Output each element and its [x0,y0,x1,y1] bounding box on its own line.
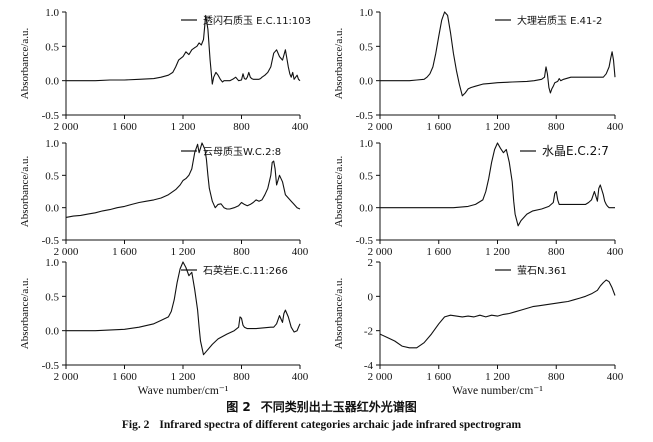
panel-top-right-x-tick-label: 400 [607,121,624,133]
panel-bottom-left-y-tick-label: -0.5 [42,360,60,372]
panel-middle-left-x-tick-label: 400 [292,246,309,258]
panel-bottom-left-legend-label: 石英岩E.C.11:266 [203,264,288,277]
panel-top-left-y-axis-label: Absorbance/a.u. [19,28,31,100]
panel-middle-right-x-tick-label: 2 000 [368,246,393,258]
panel-bottom-right-y-tick-label: 2 [368,257,374,269]
panel-bottom-right-x-tick-label: 400 [607,371,624,383]
panel-top-right-y-tick-label: -0.5 [356,110,374,122]
spectra-figure: 2 000 1 600 1 200 800 400 -0.5 0.0 0.5 1.0 Absorb… [19,7,624,396]
panel-middle-right-legend-label: 水晶E.C.2:7 [542,144,609,158]
panel-bottom-right-x-tick-label: 2 000 [368,371,393,383]
panel-top-left-legend-label: 透闪石质玉 E.C.11:103 [203,14,311,27]
panel-bottom-right-y-tick-label: -4 [364,360,374,372]
panel-top-left-y-tick-label: 1.0 [45,7,59,19]
panel-top-right-x-tick-label: 800 [548,121,565,133]
caption-zh-text: 不同类别出土玉器红外光谱图 [260,400,417,414]
panel-top-right-x-tick-label: 2 000 [368,121,393,133]
panel-bottom-left-y-tick-label: 1.0 [45,257,59,269]
panel-bottom-right-y-axis-label: Absorbance/a.u. [333,278,345,350]
panel-bottom-left-x-tick-label: 800 [233,371,250,383]
panel-bottom-left-x-tick-label: 1 600 [112,371,137,383]
caption-en-label: Fig. 2 [121,419,150,431]
panel-middle-left-spectrum-line [65,142,301,218]
panel-top-right-y-axis-label: Absorbance/a.u. [333,28,345,100]
panel-bottom-right-x-axis-label: Wave number/cm⁻¹ [452,385,543,396]
panel-middle-right-x-tick-label: 400 [607,246,624,258]
panel-top-right-y-tick-label: 0.0 [359,76,373,88]
panel-bottom-left-y-tick-label: 0.5 [45,291,59,303]
caption-zh-label: 图 2 [226,400,251,414]
panel-top-left-x-tick-label: 2 000 [54,121,79,133]
panel-middle-left-y-axis-label: Absorbance/a.u. [19,156,31,228]
panel-middle-right-y-tick-label: -0.5 [356,235,374,247]
caption-chinese: 图 2 不同类别出土玉器红外光谱图 [0,398,653,415]
caption-english: Fig. 2 Infrared spectra of different cate… [0,419,653,431]
panel-top-left-x-tick-label: 1 200 [171,121,196,133]
panel-bottom-right-x-tick-label: 800 [548,371,565,383]
panel-middle-left-y-tick-label: 0.0 [45,203,59,215]
panel-bottom-left-x-tick-label: 400 [292,371,309,383]
panel-top-left-x-tick-label: 800 [233,121,250,133]
panel-middle-left-y-tick-label: -0.5 [42,235,60,247]
panel-top-left-y-tick-label: -0.5 [42,110,60,122]
spectra-chart-svg: 2 000 1 600 1 200 800 400 -0.5 0.0 0.5 1.0 Absorb… [19,7,624,396]
caption-en-text: Infrared spectra of different categories… [159,419,522,431]
panel-middle-left-y-tick-label: 0.5 [45,170,59,182]
panel-top-right-y-tick-label: 1.0 [359,7,373,19]
panel-top-left-y-tick-label: 0.5 [45,41,59,53]
panel-bottom-left-spectrum-line [66,261,301,356]
panel-top-right-spectrum-line [380,11,616,97]
panel-top-right-y-tick-label: 0.5 [359,41,373,53]
panel-middle-right-y-tick-label: 0.5 [359,170,373,182]
panel-middle-right-x-tick-label: 1 200 [485,246,510,258]
panel-bottom-right-spectrum-line [379,279,616,349]
panel-middle-right-y-tick-label: 1.0 [359,138,373,150]
panel-middle-right-x-tick-label: 800 [548,246,565,258]
panel-bottom-left-x-tick-label: 2 000 [54,371,79,383]
panel-bottom-right-y-tick-label: -2 [364,326,373,338]
panel-bottom-left-y-tick-label: 0.0 [45,326,59,338]
panel-bottom-right-legend-label: 萤石N.361 [517,265,567,277]
panel-bottom-right-x-tick-label: 1 200 [485,371,510,383]
panel-bottom-right-y-tick-label: 0 [368,291,374,303]
panel-top-left-y-tick-label: 0.0 [45,76,59,88]
panel-top-right-x-tick-label: 1 600 [426,121,451,133]
panel-top-right-legend-label: 大理岩质玉 E.41-2 [517,14,602,27]
panel-middle-right-y-axis-label: Absorbance/a.u. [333,156,345,228]
panel-middle-right-y-tick-label: 0.0 [359,203,373,215]
panel-top-right-x-tick-label: 1 200 [485,121,510,133]
panel-middle-right-x-tick-label: 1 600 [426,246,451,258]
panel-middle-left-y-tick-label: 1.0 [45,138,59,150]
panel-middle-left-legend-label: 云母质玉W.C.2:8 [203,146,281,158]
panel-bottom-right-x-tick-label: 1 600 [426,371,451,383]
panel-middle-left-x-tick-label: 1 200 [171,246,196,258]
panel-middle-right-spectrum-line [380,142,615,227]
panel-bottom-left-x-axis-label: Wave number/cm⁻¹ [138,385,229,396]
panel-middle-left-x-tick-label: 800 [233,246,250,258]
panel-middle-left-x-tick-label: 1 600 [112,246,137,258]
panel-bottom-left-y-axis-label: Absorbance/a.u. [19,278,31,350]
panel-top-left-spectrum-line [66,14,301,85]
panel-top-left-x-tick-label: 400 [292,121,309,133]
panel-top-left-x-tick-label: 1 600 [112,121,137,133]
panel-middle-left-x-tick-label: 2 000 [54,246,79,258]
panel-bottom-left-x-tick-label: 1 200 [171,371,196,383]
